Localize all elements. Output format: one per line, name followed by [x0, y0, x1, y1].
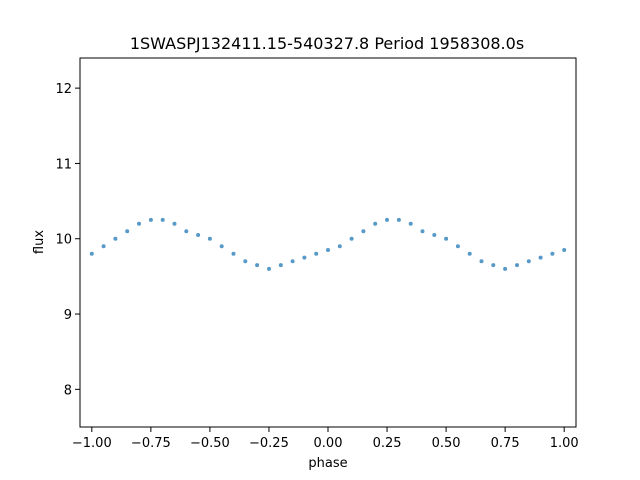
data-point: [432, 233, 437, 237]
data-point: [491, 263, 496, 268]
data-point: [349, 236, 354, 241]
data-point: [101, 244, 106, 249]
data-point: [125, 229, 130, 234]
x-tick-label: −1.00: [72, 436, 112, 451]
data-point: [515, 263, 519, 268]
data-point: [302, 255, 307, 260]
y-tick-label: 8: [64, 383, 72, 398]
data-point: [231, 251, 236, 256]
data-point: [278, 263, 283, 268]
data-point: [526, 259, 531, 264]
x-tick-label: −0.75: [131, 436, 171, 451]
x-axis-ticks: −1.00 −0.75 −0.50 −0.25 0.00 0.25 0.50 0.75 1.00: [72, 427, 579, 451]
y-tick-label: 12: [55, 82, 72, 97]
data-point: [420, 229, 425, 234]
data-point: [207, 236, 212, 241]
data-point: [455, 244, 460, 249]
data-point: [396, 217, 401, 222]
data-point: [479, 259, 484, 264]
data-point: [408, 221, 413, 226]
data-point: [267, 266, 271, 271]
data-point: [503, 266, 508, 271]
x-tick-label: 0.50: [432, 436, 461, 451]
data-point: [444, 236, 449, 241]
data-point: [290, 259, 295, 264]
data-point: [538, 255, 543, 260]
data-point: [337, 244, 342, 249]
y-axis-ticks: 8 9 10 11 12: [55, 82, 80, 398]
data-point: [113, 236, 118, 241]
x-tick-label: 1.00: [550, 436, 579, 451]
y-tick-label: 11: [55, 157, 72, 172]
data-point: [160, 217, 165, 222]
data-point: [314, 251, 319, 256]
data-point: [219, 244, 224, 249]
data-point: [89, 251, 94, 256]
data-point: [550, 251, 555, 256]
data-points: [89, 217, 567, 271]
chart-title: 1SWASPJ132411.15-540327.8 Period 1958308…: [130, 34, 524, 53]
data-point: [562, 248, 567, 252]
data-point: [361, 229, 366, 234]
data-point: [255, 263, 260, 268]
data-point: [467, 251, 472, 256]
plot-frame: [79, 57, 577, 428]
y-tick-label: 9: [64, 308, 72, 323]
data-point: [184, 229, 189, 234]
x-tick-label: 0.00: [314, 436, 343, 451]
x-tick-label: 0.25: [373, 436, 402, 451]
data-point: [172, 221, 177, 226]
data-point: [373, 221, 378, 226]
x-axis-label: phase: [308, 456, 347, 471]
data-point: [196, 233, 201, 237]
data-point: [148, 217, 153, 222]
data-point: [243, 259, 248, 264]
x-tick-label: −0.50: [190, 436, 230, 451]
y-tick-label: 10: [55, 233, 72, 248]
data-point: [326, 248, 330, 252]
x-tick-label: 0.75: [491, 436, 520, 451]
y-axis-label: flux: [32, 230, 47, 254]
data-point: [385, 217, 389, 222]
data-point: [137, 221, 141, 226]
x-tick-label: −0.25: [249, 436, 289, 451]
